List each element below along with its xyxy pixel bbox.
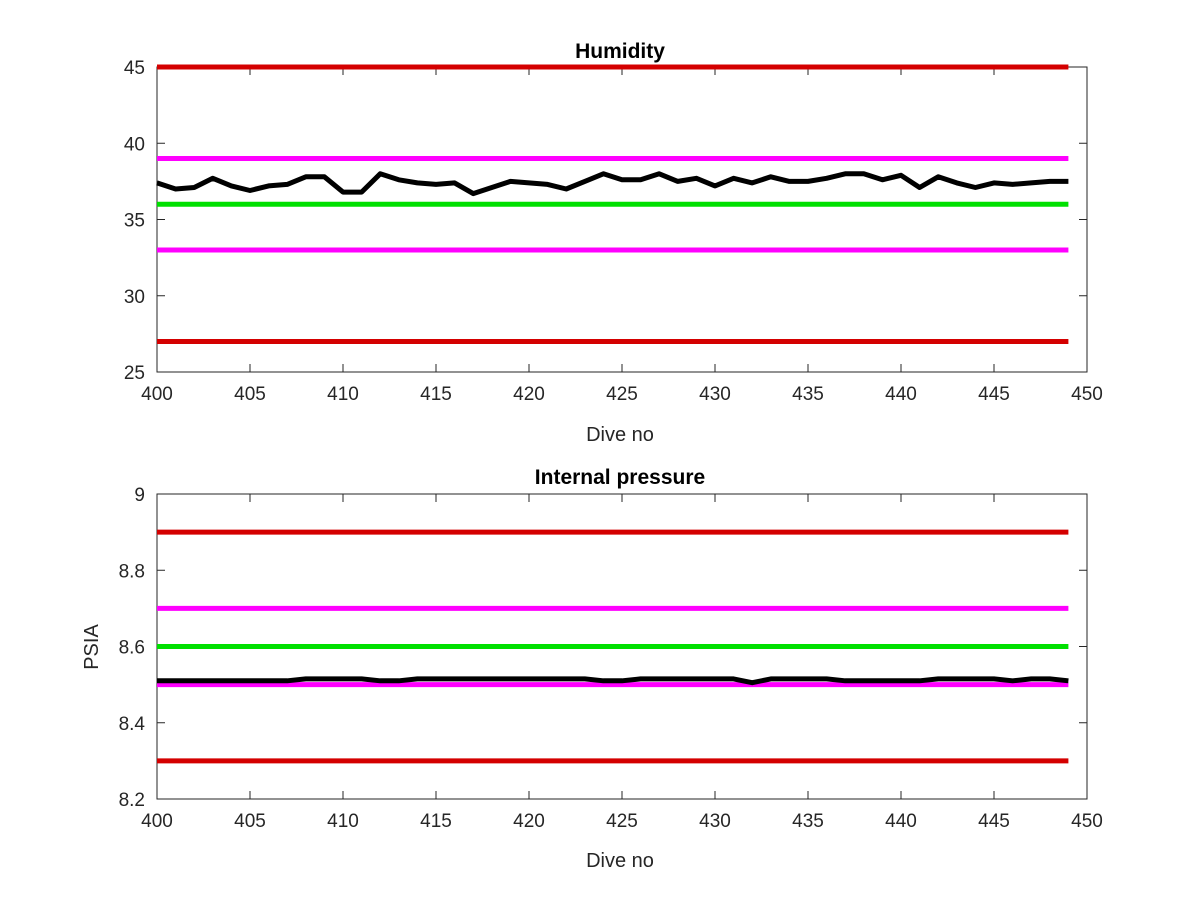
x-tick-label: 440 [885, 811, 917, 832]
x-tick-label: 420 [513, 811, 545, 832]
x-tick-label: 405 [234, 384, 266, 405]
y-tick-label: 45 [124, 58, 145, 79]
data-series-line [156, 171, 1069, 197]
y-tick-label: 8.2 [119, 790, 145, 811]
x-tick-label: 430 [699, 384, 731, 405]
x-tick-label: 410 [327, 384, 359, 405]
x-tick-label: 400 [141, 811, 173, 832]
y-axis-label: PSIA [81, 624, 103, 670]
x-tick-label: 450 [1071, 811, 1103, 832]
x-tick-label: 425 [606, 811, 638, 832]
x-axis-label: Dive no [586, 850, 654, 872]
y-tick-label: 30 [124, 287, 145, 308]
chart-title: Internal pressure [535, 466, 705, 489]
x-tick-label: 435 [792, 811, 824, 832]
x-tick-label: 415 [420, 811, 452, 832]
x-tick-label: 440 [885, 384, 917, 405]
x-tick-label: 400 [141, 384, 173, 405]
chart-title: Humidity [575, 40, 665, 63]
x-tick-label: 450 [1071, 384, 1103, 405]
y-tick-label: 25 [124, 363, 145, 384]
y-tick-label: 8.4 [119, 714, 146, 735]
data-series-line [157, 676, 1069, 686]
x-tick-label: 420 [513, 384, 545, 405]
x-tick-label: 445 [978, 384, 1010, 405]
x-tick-label: 445 [978, 811, 1010, 832]
y-tick-label: 9 [134, 485, 145, 506]
x-tick-label: 405 [234, 811, 266, 832]
y-tick-label: 8.8 [119, 561, 145, 582]
humidity-chart: Humidity Dive no 400 405 410 415 420 425 430 43… [124, 40, 1103, 446]
y-tick-label: 8.6 [119, 638, 145, 659]
y-tick-label: 35 [124, 211, 145, 232]
axes-box [156, 66, 1088, 373]
x-tick-label: 415 [420, 384, 452, 405]
y-tick-label: 40 [124, 134, 145, 155]
internal-pressure-chart: Internal pressure Dive no PSIA 400 405 410… [81, 466, 1103, 872]
x-tick-label: 425 [606, 384, 638, 405]
x-axis-label: Dive no [586, 424, 654, 446]
x-tick-label: 435 [792, 384, 824, 405]
x-tick-label: 410 [327, 811, 359, 832]
x-tick-label: 430 [699, 811, 731, 832]
